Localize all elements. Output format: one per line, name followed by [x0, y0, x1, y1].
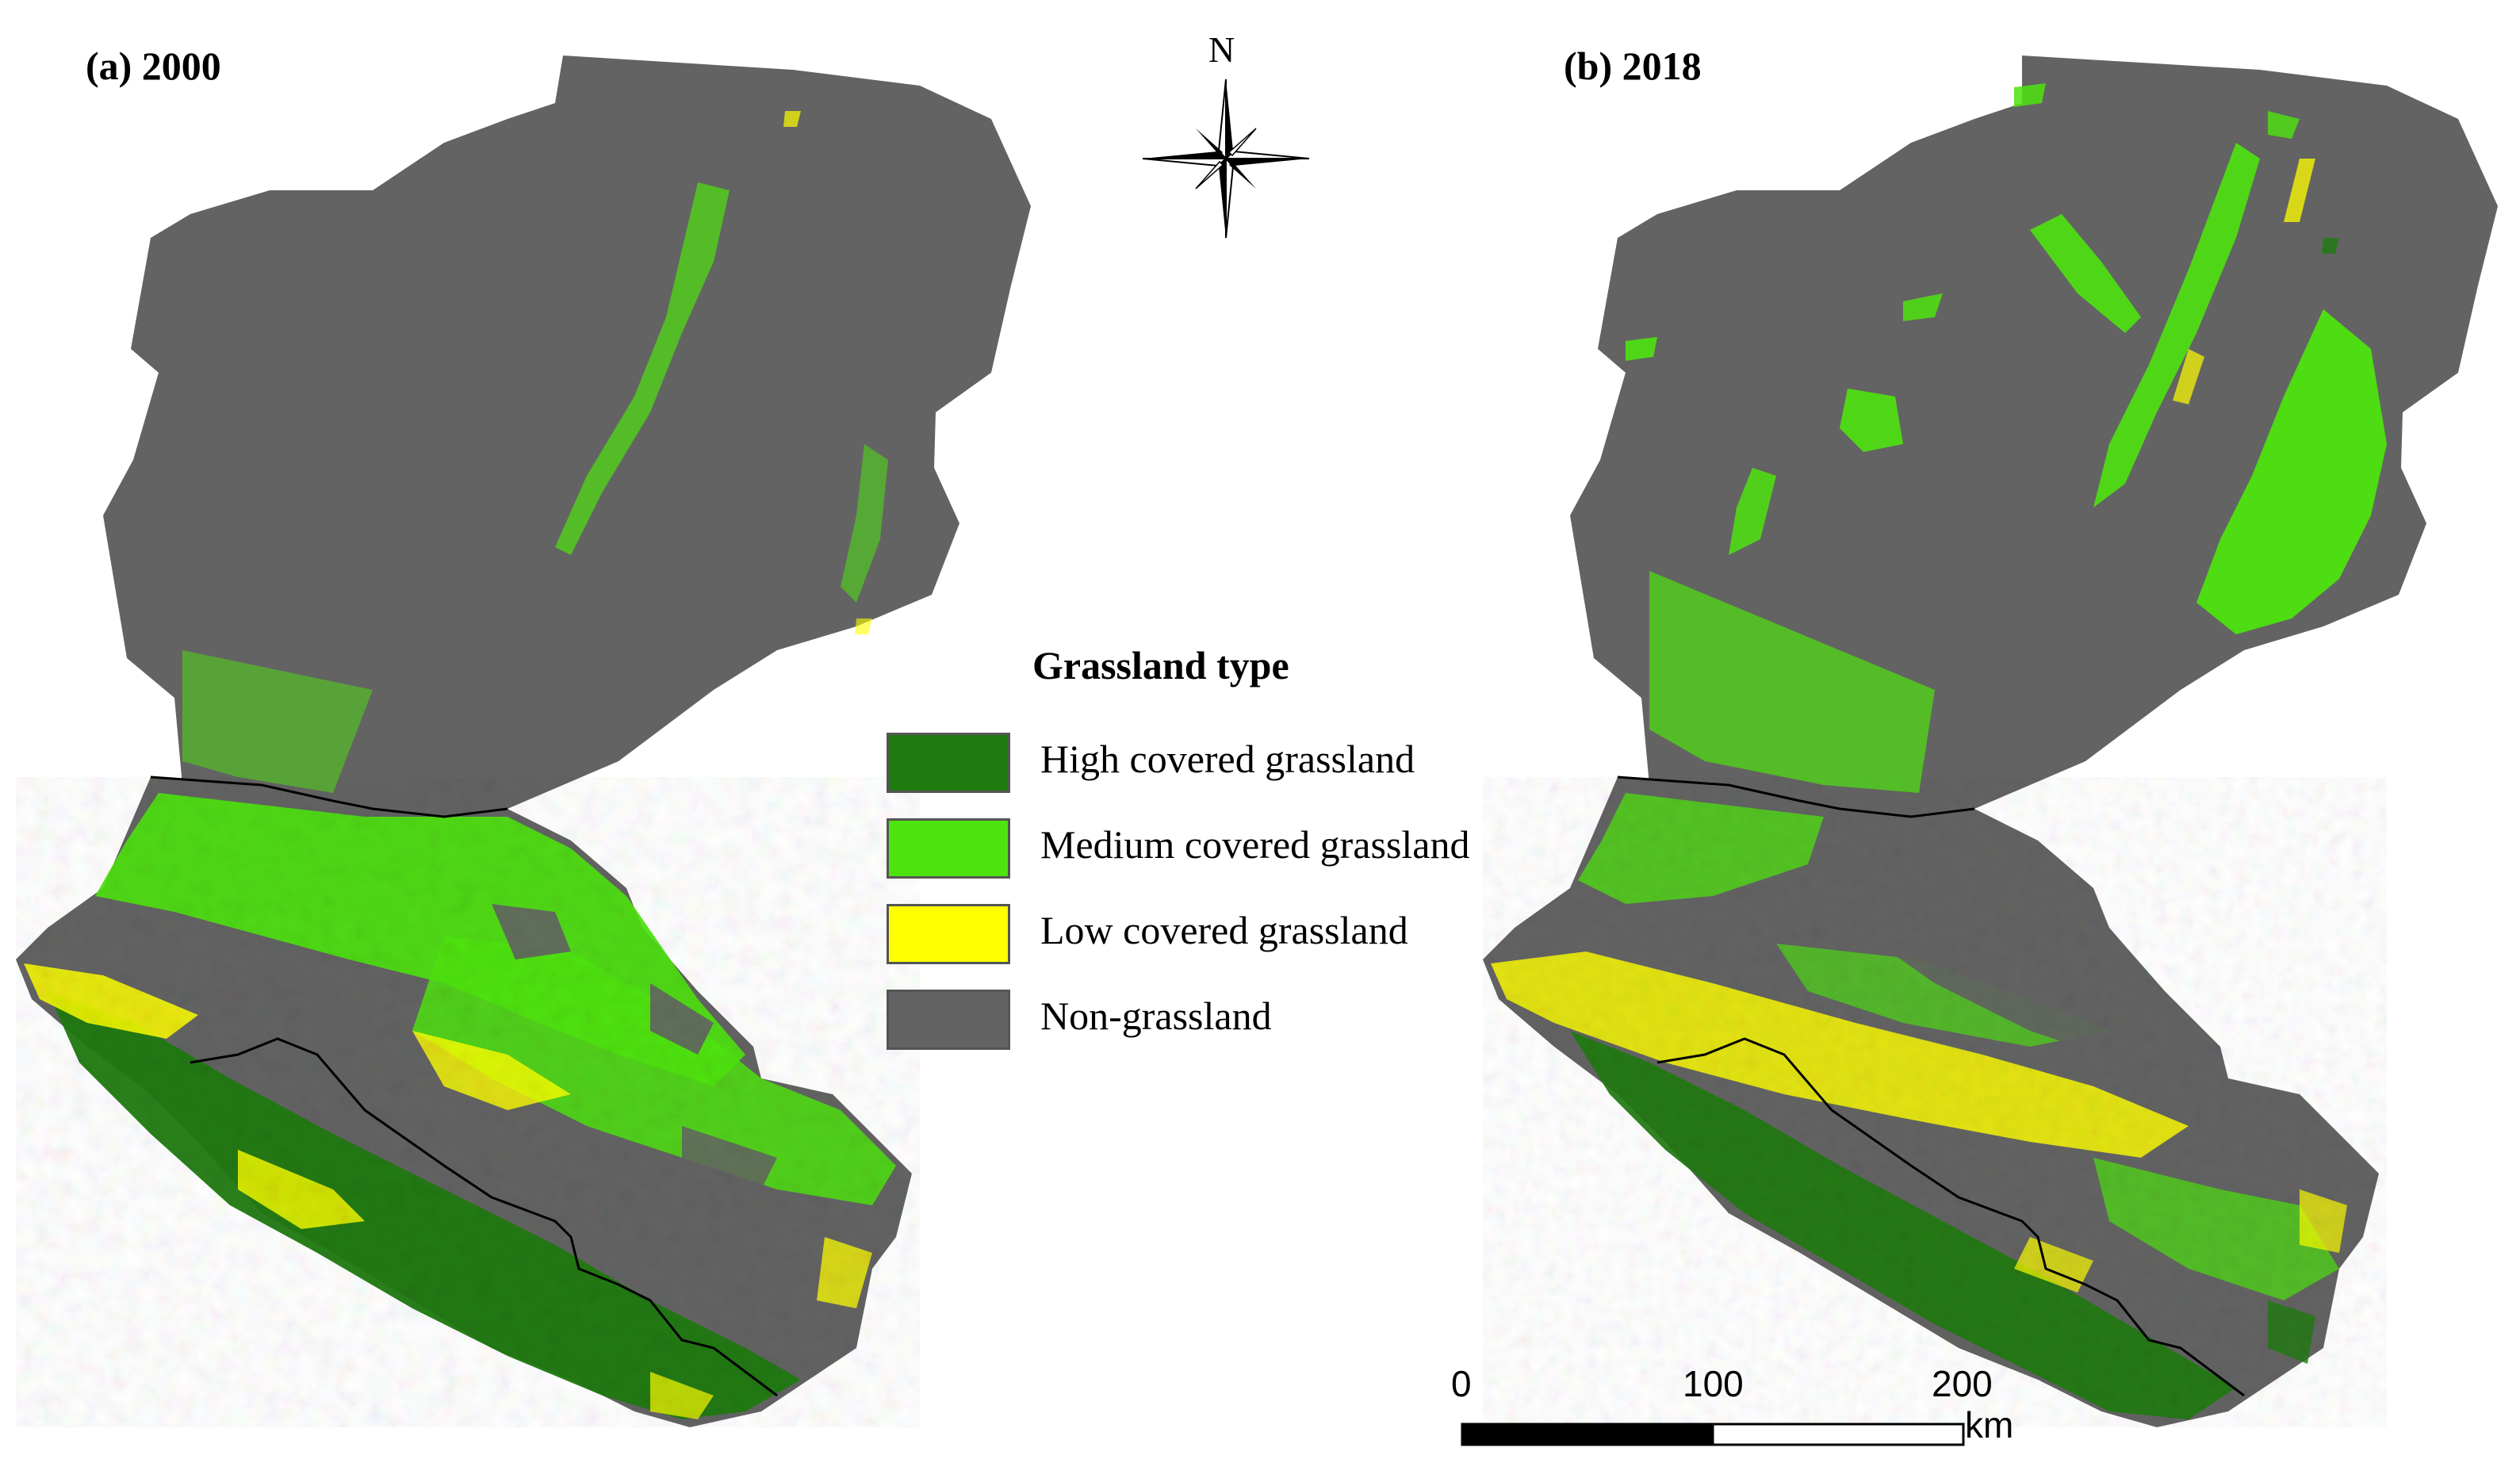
legend-swatch-high: [887, 733, 1010, 793]
region-north-2000: [103, 56, 1031, 817]
map-panel-2018: [1483, 56, 2498, 1427]
scale-bar-segment-black: [1462, 1424, 1713, 1445]
grassland-patches-south-2000: [16, 777, 920, 1427]
scale-tick-200: 200: [1932, 1363, 1993, 1404]
grassland-patches-south-2018: [1483, 777, 2387, 1427]
map-panel-2000: [16, 56, 1031, 1427]
legend-label-medium: Medium covered grassland: [1040, 822, 1470, 867]
panel-label-2000: (a) 2000: [86, 44, 221, 88]
north-arrow-icon: [1142, 79, 1310, 239]
scale-bar: [1461, 1423, 1965, 1446]
north-arrow-label: N: [1208, 29, 1235, 70]
legend-swatch-low: [887, 904, 1010, 964]
legend-label-low: Low covered grassland: [1040, 908, 1408, 952]
scale-bar-segment-white: [1711, 1423, 1965, 1446]
admin-boundaries-2018: [1617, 775, 2245, 1397]
grassland-patches-north-2018: [1626, 83, 2387, 793]
legend-swatch-medium: [887, 818, 1010, 879]
grassland-patches-north-2000: [182, 111, 888, 793]
legend-label-high: High covered grassland: [1040, 737, 1415, 781]
scale-unit: km: [1965, 1404, 2014, 1446]
legend-label-non-grassland: Non-grassland: [1040, 994, 1272, 1038]
scale-tick-0: 0: [1451, 1363, 1472, 1404]
scale-tick-100: 100: [1683, 1363, 1744, 1404]
panel-label-2018: (b) 2018: [1564, 44, 1702, 88]
region-north-2018: [1570, 56, 2498, 817]
legend-title: Grassland type: [1032, 643, 1289, 687]
admin-boundaries-2000: [150, 775, 778, 1397]
legend-swatch-non-grassland: [887, 990, 1010, 1050]
